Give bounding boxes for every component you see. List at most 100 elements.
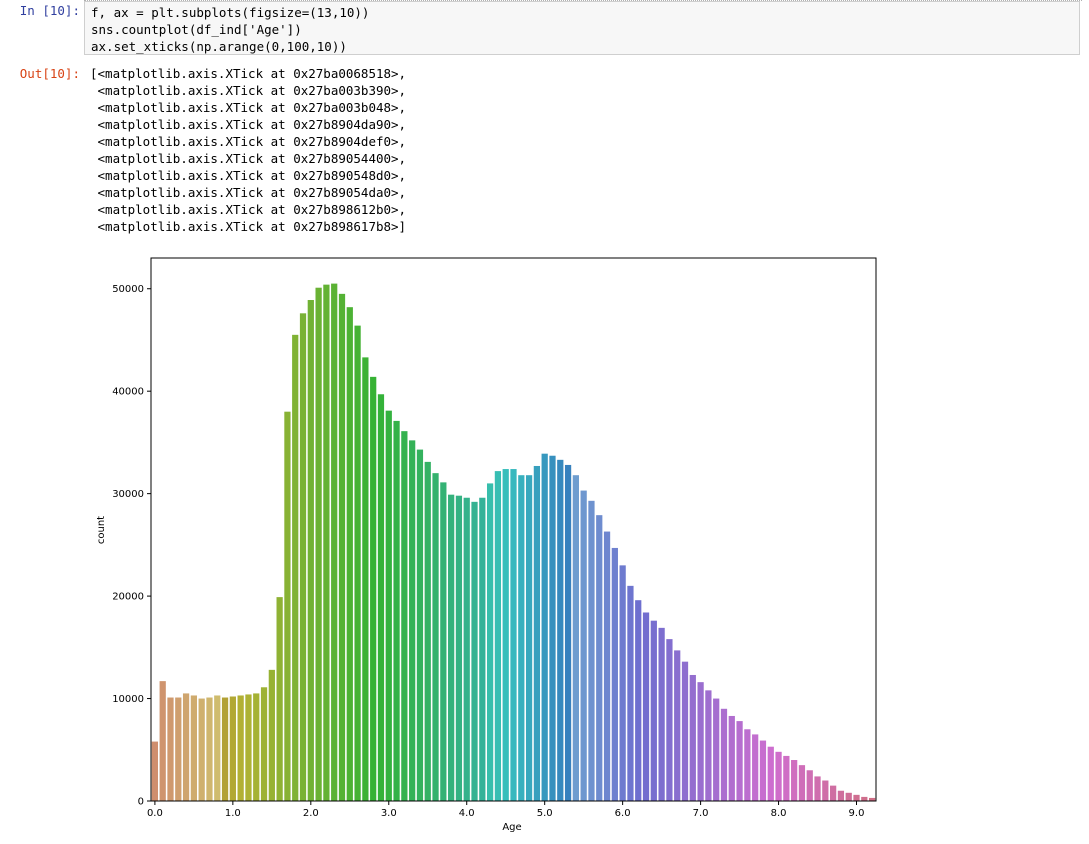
bar	[861, 796, 868, 801]
y-tick-label: 20000	[112, 592, 144, 603]
axes-group: 0 10000 20000 30000 40000 50000 0.0 1.0 2.0 3.0 4.…	[112, 257, 877, 819]
bar	[416, 449, 424, 801]
bar	[830, 785, 837, 801]
bar	[323, 284, 330, 801]
bar	[557, 459, 564, 801]
bar	[853, 794, 860, 801]
bar	[510, 469, 517, 801]
bar	[798, 765, 806, 801]
bar	[307, 300, 314, 801]
bar	[596, 515, 603, 801]
code-input-area[interactable]: f, ax = plt.subplots(figsize=(13,10)) sn…	[84, 1, 1080, 55]
bar	[767, 746, 774, 801]
bars-group	[151, 283, 876, 802]
cell-top-border	[84, 0, 1082, 1]
bar	[409, 440, 416, 801]
output-line: [<matplotlib.axis.XTick at 0x27ba0068518…	[90, 66, 407, 81]
bar	[752, 734, 759, 801]
x-tick-label: 2.0	[303, 808, 319, 819]
bar	[393, 420, 400, 801]
bar	[674, 650, 681, 801]
bar	[518, 475, 525, 801]
bar	[385, 410, 392, 801]
x-tick-label: 5.0	[537, 808, 553, 819]
plot-frame	[150, 257, 877, 802]
bar	[486, 483, 494, 801]
bar	[268, 669, 275, 801]
bar	[580, 490, 587, 801]
bar	[705, 690, 712, 801]
y-tick-label: 0	[138, 797, 144, 808]
bar	[635, 600, 642, 801]
bar	[167, 697, 174, 801]
bar	[588, 500, 595, 801]
x-tick-label: 4.0	[459, 808, 475, 819]
bar	[525, 475, 533, 801]
bar	[541, 453, 548, 801]
x-tick-label: 9.0	[849, 808, 865, 819]
output-line: <matplotlib.axis.XTick at 0x27ba003b048>…	[90, 100, 407, 115]
bar	[759, 740, 767, 801]
bar	[697, 682, 704, 801]
bar	[502, 469, 509, 801]
x-tick-label: 1.0	[225, 808, 241, 819]
bar	[315, 287, 322, 802]
bar	[666, 639, 673, 801]
bar	[775, 751, 782, 801]
bar	[424, 461, 431, 801]
y-axis-label: count	[96, 516, 107, 544]
bar	[448, 494, 455, 801]
bar	[471, 501, 478, 801]
bar	[151, 741, 159, 801]
bar	[619, 565, 626, 801]
bar	[229, 696, 236, 801]
bar	[806, 770, 813, 801]
bar	[299, 313, 307, 801]
y-tick-label: 50000	[112, 284, 144, 295]
bar	[377, 394, 385, 801]
bar	[401, 431, 408, 801]
bar	[362, 357, 369, 801]
bar	[611, 547, 618, 801]
code-line-1: f, ax = plt.subplots(figsize=(13,10))	[91, 5, 370, 20]
bar	[284, 411, 291, 801]
code-line-2: sns.countplot(df_ind['Age'])	[91, 22, 302, 37]
output-prompt: Out[10]:	[19, 66, 80, 81]
bar	[260, 687, 268, 801]
bar	[822, 780, 829, 801]
bar	[214, 695, 221, 801]
bar	[190, 695, 197, 801]
bar	[533, 465, 541, 801]
output-line: <matplotlib.axis.XTick at 0x27b898612b0>…	[90, 202, 407, 217]
bar	[549, 455, 556, 801]
bar	[245, 694, 252, 801]
bar	[736, 721, 743, 801]
bar	[455, 495, 463, 801]
x-tick-label: 3.0	[381, 808, 397, 819]
bar	[494, 471, 502, 801]
output-line: <matplotlib.axis.XTick at 0x27b89054da0>…	[90, 185, 407, 200]
output-line: <matplotlib.axis.XTick at 0x27b890548d0>…	[90, 168, 407, 183]
bar	[603, 531, 611, 801]
output-text: [<matplotlib.axis.XTick at 0x27ba0068518…	[90, 65, 1080, 235]
bar	[642, 612, 650, 801]
bar	[627, 585, 634, 801]
bar	[276, 597, 283, 801]
bar	[681, 661, 689, 801]
code-line-3: ax.set_xticks(np.arange(0,100,10))	[91, 39, 347, 54]
bar	[175, 697, 182, 801]
bar	[463, 497, 470, 801]
bar	[564, 464, 572, 801]
x-tick-label: 7.0	[693, 808, 709, 819]
bar	[837, 790, 845, 801]
bar	[440, 482, 447, 801]
bar	[650, 620, 657, 801]
x-axis-label: Age	[502, 822, 521, 833]
x-tick-label: 8.0	[771, 808, 787, 819]
bar	[237, 695, 244, 801]
bar	[206, 697, 213, 801]
bar	[720, 708, 728, 801]
bar	[658, 627, 665, 801]
y-tick-label: 40000	[112, 387, 144, 398]
